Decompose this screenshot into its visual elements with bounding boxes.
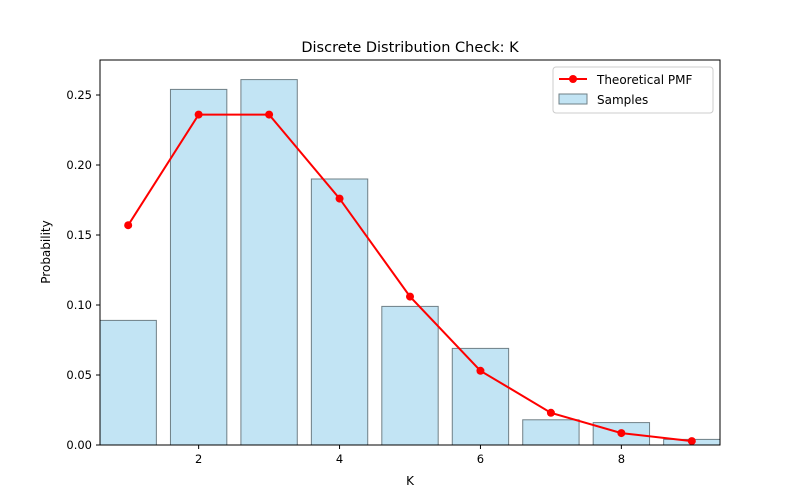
bar-k-3 <box>240 79 298 446</box>
bar-k-6 <box>451 347 510 446</box>
bars-layer <box>99 79 721 446</box>
pmf-point-k-9 <box>687 437 696 446</box>
pmf-point-k-2 <box>194 110 203 119</box>
legend-label-samples: Samples <box>597 93 648 107</box>
plot-frame <box>99 59 721 446</box>
x-tick-label: 2 <box>195 452 202 466</box>
chart-title: Discrete Distribution Check: K <box>301 40 519 56</box>
bar-k-4 <box>310 178 369 446</box>
x-tick-label: 4 <box>336 452 343 466</box>
y-tick-label: 0.00 <box>66 438 92 452</box>
legend-label-pmf: Theoretical PMF <box>596 73 692 87</box>
y-tick-label: 0.25 <box>66 88 92 102</box>
bar-k-1 <box>99 319 157 446</box>
legend-frame <box>552 66 714 114</box>
pmf-point-k-7 <box>546 408 555 417</box>
legend: Theoretical PMF Samples <box>552 66 714 114</box>
y-tick-label: 0.05 <box>66 368 92 382</box>
legend-bar-swatch <box>558 93 588 105</box>
x-tick-label: 8 <box>618 452 625 466</box>
pmf-point-k-8 <box>617 429 626 438</box>
x-axis: 2 4 6 8 <box>195 445 625 466</box>
pmf-point-k-4 <box>335 194 344 203</box>
bar-k-7 <box>522 419 580 446</box>
y-tick-label: 0.15 <box>66 228 92 242</box>
bar-k-5 <box>381 305 439 446</box>
bar-k-2 <box>169 88 228 446</box>
pmf-point-k-3 <box>265 110 274 119</box>
y-tick-label: 0.20 <box>66 158 92 172</box>
pmf-point-k-1 <box>124 221 133 230</box>
pmf-point-k-5 <box>406 292 414 301</box>
y-tick-label: 0.10 <box>66 298 92 312</box>
line-layer <box>124 110 696 446</box>
y-axis: 0.00 0.05 0.10 0.15 0.20 0.25 <box>66 88 100 452</box>
y-axis-label: Probability <box>39 220 53 283</box>
x-tick-label: 6 <box>477 452 484 466</box>
legend-line-marker <box>569 75 577 83</box>
x-axis-label: K <box>406 474 415 488</box>
pmf-point-k-6 <box>476 366 485 375</box>
